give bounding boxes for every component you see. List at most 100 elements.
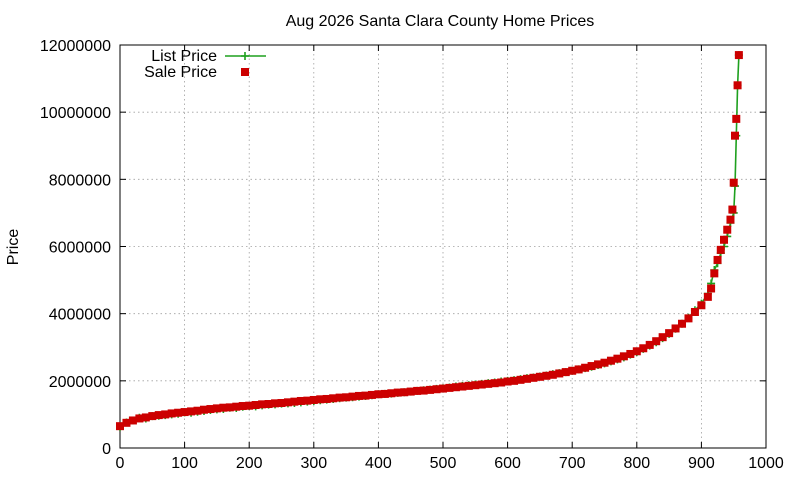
sale-price-point (406, 387, 415, 396)
sale-price-point (335, 393, 344, 402)
sale-price-point (716, 245, 725, 254)
sale-price-point (154, 411, 163, 420)
y-tick-label: 6000000 (49, 240, 111, 257)
sale-price-point (303, 396, 312, 405)
sale-price-point (199, 405, 208, 414)
sale-price-point (309, 395, 318, 404)
sale-price-point (729, 178, 738, 187)
sale-price-point (238, 402, 247, 411)
sale-price-point (167, 409, 176, 418)
sale-price-point (568, 366, 577, 375)
sale-price-point (645, 340, 654, 349)
sale-price-point (283, 398, 292, 407)
sale-price-point (342, 393, 351, 402)
sale-price-point (245, 401, 254, 410)
sale-price-point (174, 408, 183, 417)
legend-label-list-price: List Price (151, 48, 217, 65)
sale-price-point (148, 412, 157, 421)
sale-price-point (619, 352, 628, 361)
sale-price-point (516, 375, 525, 384)
sale-price-point (658, 333, 667, 342)
sale-price-point (258, 400, 267, 409)
sale-price-point (161, 410, 170, 419)
sale-price-point (652, 337, 661, 346)
sale-price-point (329, 394, 338, 403)
sale-price-point (503, 377, 512, 386)
sale-price-point (713, 255, 722, 264)
sale-price-point (477, 380, 486, 389)
sale-price-point (367, 390, 376, 399)
y-tick-label: 4000000 (49, 307, 111, 324)
sale-price-point (439, 384, 447, 393)
sale-price-point (726, 215, 735, 224)
sale-price-point (264, 400, 273, 409)
sale-price-point (581, 363, 590, 372)
x-tick-label: 800 (623, 455, 650, 472)
sale-price-point (734, 51, 743, 60)
sale-price-point (723, 225, 732, 234)
sale-price-point (225, 403, 234, 412)
sale-price-point (296, 396, 305, 405)
y-tick-label: 10000000 (40, 105, 111, 122)
legend-marker-sale-price (241, 68, 249, 76)
sale-price-point (122, 418, 131, 427)
sale-price-point (348, 392, 357, 401)
sale-price-point (445, 383, 454, 392)
sale-price-point (212, 404, 221, 413)
sale-price-point (626, 349, 635, 358)
legend: List Price Sale Price (144, 48, 266, 81)
sale-price-point (464, 381, 473, 390)
list-price-line (119, 55, 740, 428)
sale-price-point (510, 376, 519, 385)
sale-price-point (730, 131, 739, 140)
sale-price-point (426, 385, 435, 394)
y-tick-label: 0 (102, 441, 111, 458)
sale-price-point (710, 269, 719, 278)
sale-price-point (697, 301, 706, 310)
y-tick-label: 8000000 (49, 172, 111, 189)
sale-price-point (703, 292, 712, 301)
y-tick-label: 2000000 (49, 374, 111, 391)
sale-price-point (393, 388, 402, 397)
sale-price-point (277, 398, 286, 407)
sale-price-point (484, 379, 493, 388)
sale-price-point (374, 390, 383, 399)
sale-price-point (180, 408, 189, 417)
sale-price-point (219, 403, 228, 412)
x-tick-label: 900 (688, 455, 715, 472)
sale-price-point (574, 365, 583, 374)
sale-price-point (400, 388, 409, 397)
series-list-price (116, 51, 743, 432)
sale-price-point (522, 374, 531, 383)
sale-price-point (678, 319, 687, 328)
x-tick-label: 400 (365, 455, 392, 472)
x-tick-label: 100 (171, 455, 198, 472)
chart-title: Aug 2026 Santa Clara County Home Prices (286, 13, 595, 30)
sale-price-point (535, 372, 544, 381)
y-tick-label: 12000000 (40, 38, 111, 55)
sale-price-point (733, 81, 742, 90)
sale-price-point (193, 406, 202, 415)
sale-price-point (141, 413, 150, 422)
sale-price-point (458, 382, 467, 391)
x-tick-label: 1000 (748, 455, 784, 472)
sale-price-point (561, 368, 570, 377)
sale-price-point (432, 385, 441, 394)
sale-price-point (665, 329, 674, 338)
sale-price-point (135, 414, 144, 423)
sale-price-point (290, 397, 299, 406)
sale-price-point (413, 386, 422, 395)
y-axis-label: Price (5, 229, 22, 266)
sale-price-point (684, 314, 693, 323)
sale-price-point (322, 394, 331, 403)
x-tick-label: 500 (430, 455, 457, 472)
sale-price-point (187, 407, 196, 416)
sale-price-point (116, 422, 124, 431)
sale-price-point (128, 416, 137, 425)
sale-price-point (529, 373, 538, 382)
x-tick-label: 200 (236, 455, 263, 472)
sale-price-point (548, 370, 557, 379)
sale-price-point (606, 356, 615, 365)
sale-price-point (271, 399, 280, 408)
